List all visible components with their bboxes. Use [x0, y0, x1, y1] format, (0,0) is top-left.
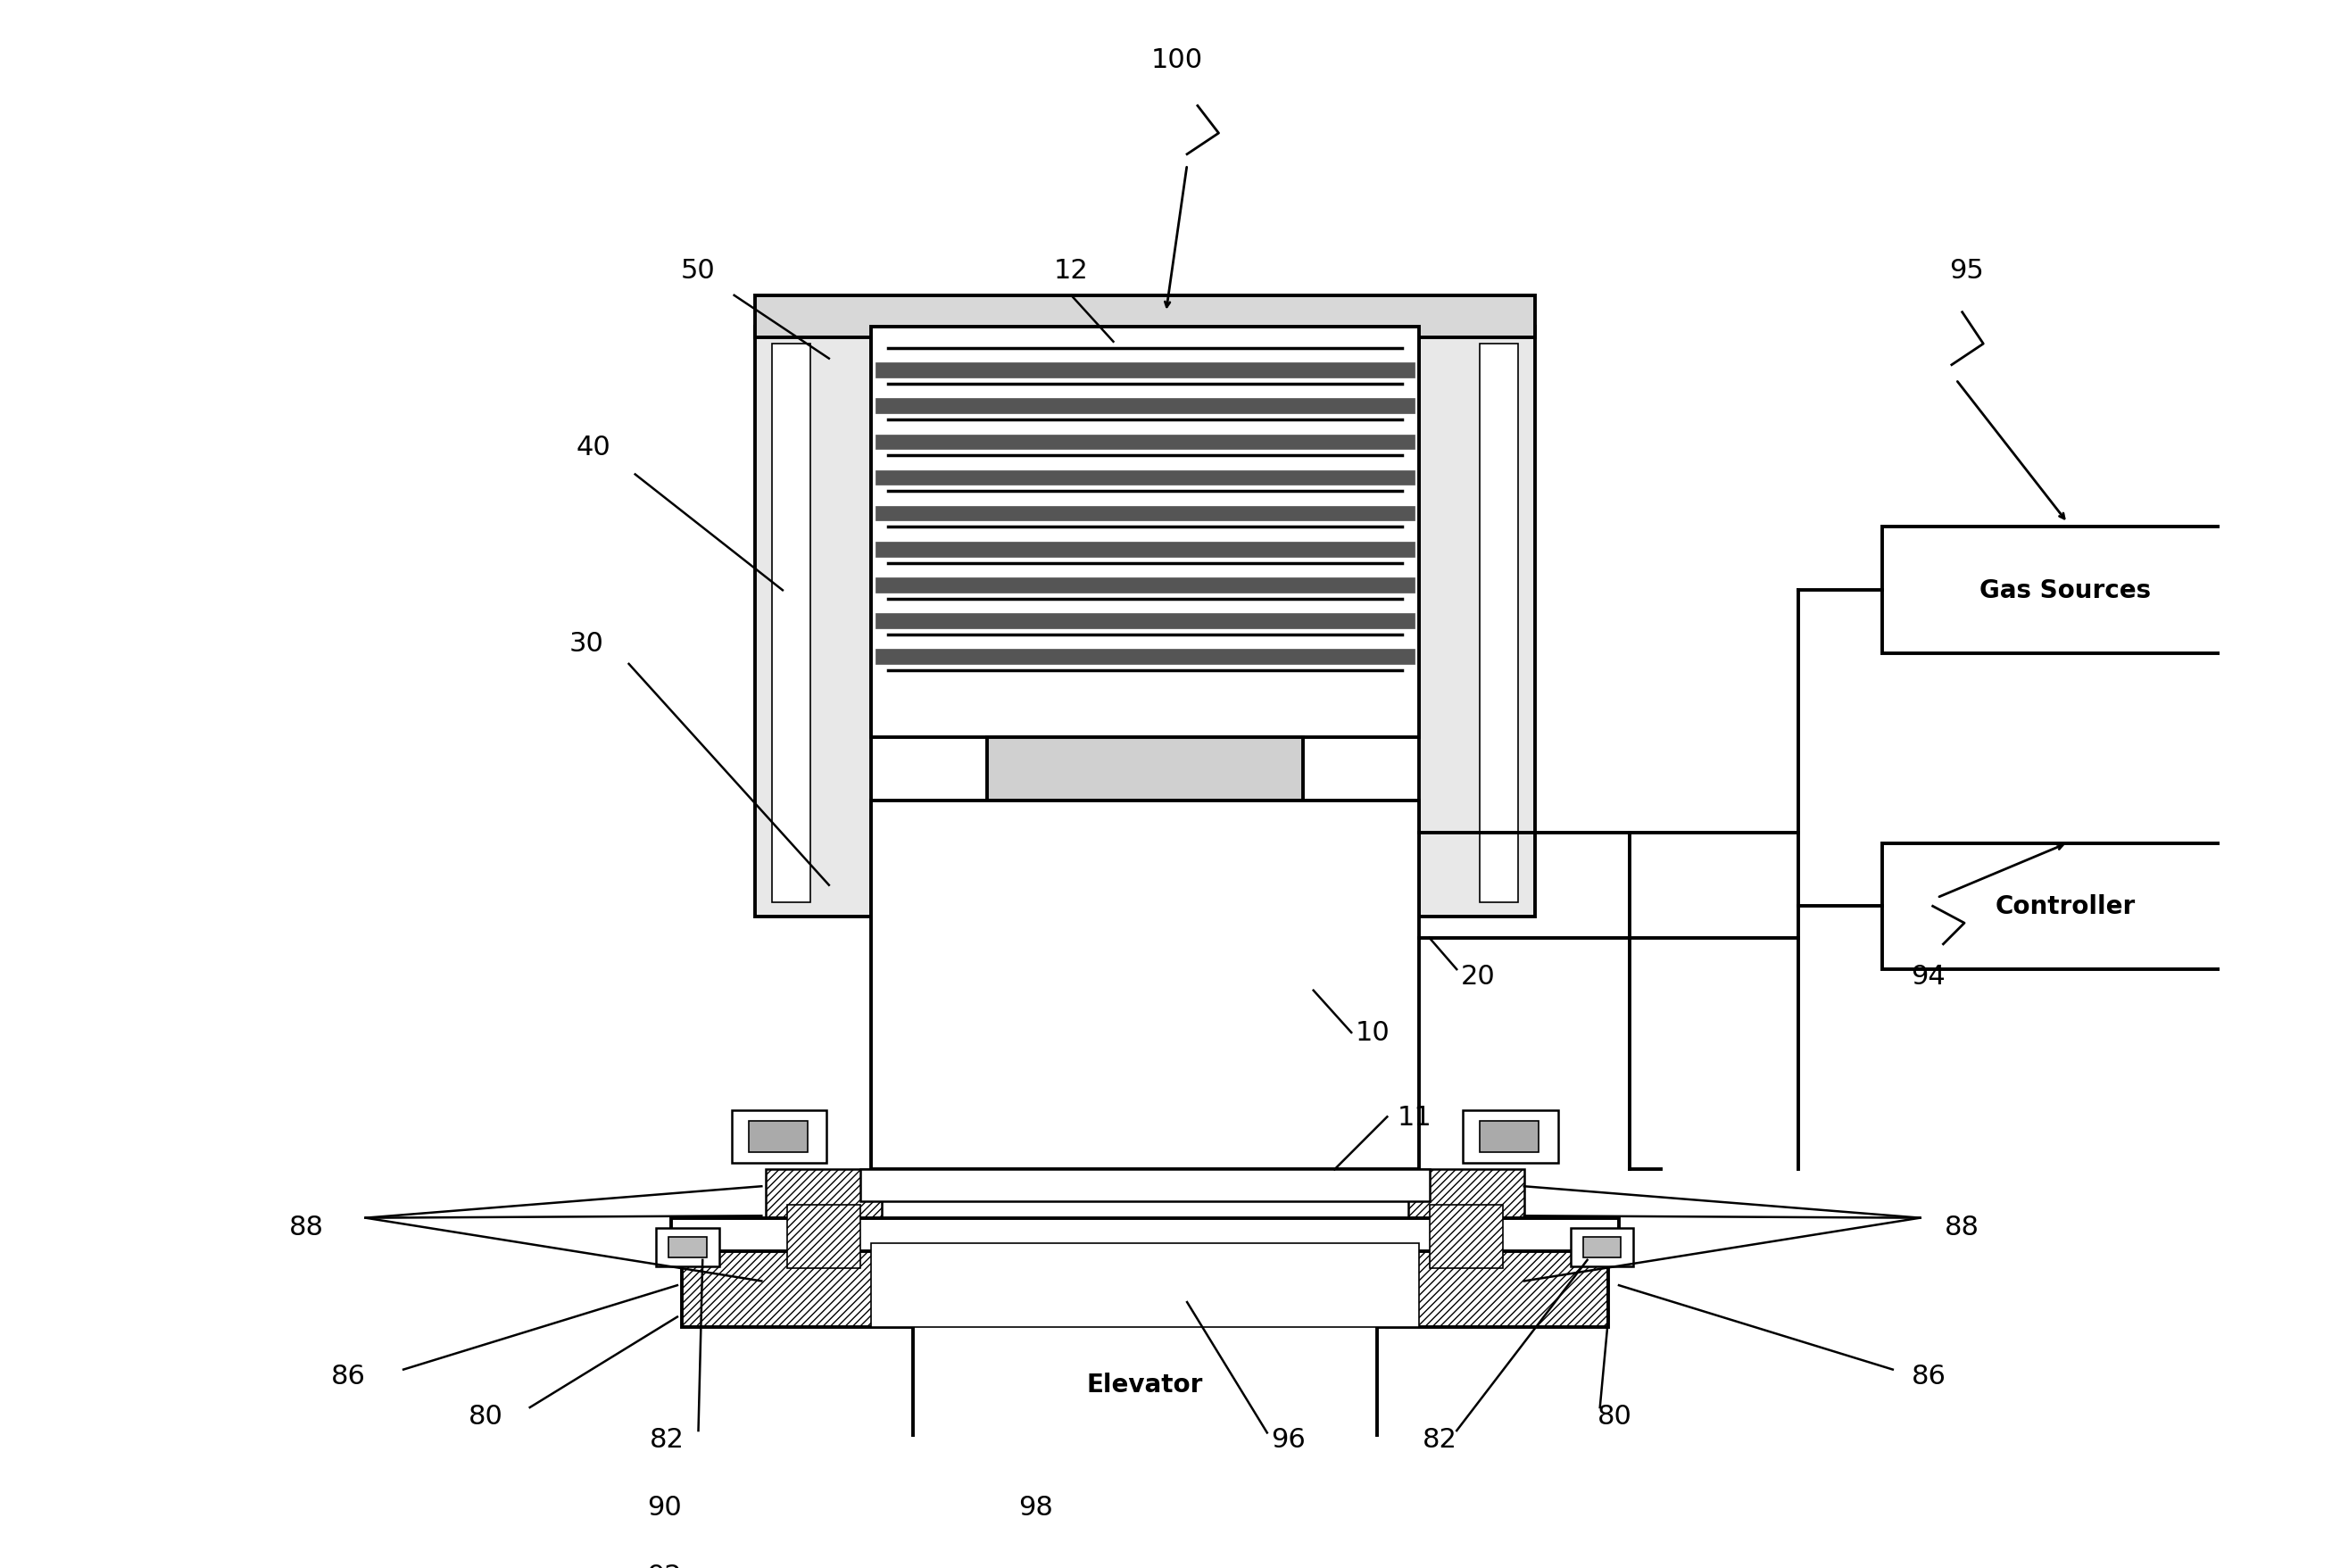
Text: Controller: Controller — [1996, 894, 2136, 919]
Text: 80: 80 — [1597, 1403, 1632, 1428]
Bar — [1108, 1496, 1182, 1568]
Text: 92: 92 — [648, 1563, 681, 1568]
Bar — [1430, 1206, 1504, 1269]
Text: 80: 80 — [469, 1403, 504, 1428]
Bar — [1070, 1275, 1220, 1312]
Bar — [874, 613, 1416, 629]
Bar — [765, 1170, 881, 1286]
Text: 82: 82 — [1423, 1427, 1458, 1452]
Bar — [874, 400, 1416, 414]
Bar — [756, 296, 1534, 339]
Bar — [756, 328, 872, 917]
Bar — [1882, 844, 2250, 969]
Text: 20: 20 — [1460, 963, 1495, 989]
Bar — [749, 1121, 807, 1152]
Bar — [874, 470, 1416, 486]
Text: 50: 50 — [681, 257, 716, 284]
Text: 40: 40 — [576, 434, 611, 461]
Bar — [872, 328, 1418, 739]
Text: 86: 86 — [331, 1363, 366, 1389]
Bar — [914, 1306, 1376, 1465]
Bar — [874, 649, 1416, 665]
Text: 88: 88 — [289, 1214, 324, 1239]
Text: 12: 12 — [1054, 257, 1089, 284]
Bar — [874, 434, 1416, 450]
Bar — [872, 801, 1418, 1170]
Bar — [872, 1243, 1418, 1328]
Bar — [861, 1170, 1430, 1201]
Bar — [1061, 1460, 1229, 1497]
Bar — [874, 579, 1416, 593]
Bar — [1481, 345, 1518, 902]
Bar — [1481, 1121, 1539, 1152]
Text: 10: 10 — [1355, 1019, 1390, 1046]
Text: 82: 82 — [648, 1427, 683, 1452]
Bar — [732, 1110, 828, 1163]
Bar — [1882, 527, 2250, 654]
Text: 98: 98 — [1019, 1494, 1052, 1519]
Bar — [772, 345, 809, 902]
Text: 94: 94 — [1912, 963, 1945, 989]
Text: 88: 88 — [1945, 1214, 1980, 1239]
Text: 96: 96 — [1271, 1427, 1306, 1452]
Text: 95: 95 — [1950, 257, 1985, 284]
Text: 11: 11 — [1397, 1104, 1432, 1131]
Bar — [669, 1237, 707, 1258]
Text: 30: 30 — [569, 630, 604, 657]
Text: 100: 100 — [1150, 47, 1203, 74]
Bar — [1569, 1229, 1635, 1267]
Bar — [986, 739, 1304, 801]
Bar — [1583, 1237, 1621, 1258]
Text: 90: 90 — [648, 1494, 681, 1519]
Bar — [1462, 1110, 1558, 1163]
Text: Gas Sources: Gas Sources — [1980, 579, 2150, 604]
Bar — [786, 1206, 861, 1269]
Bar — [874, 506, 1416, 521]
Bar — [1418, 328, 1534, 917]
Bar — [874, 364, 1416, 378]
Bar — [672, 1218, 1618, 1251]
Text: Elevator: Elevator — [1087, 1372, 1203, 1397]
Bar — [681, 1243, 1609, 1328]
Bar — [655, 1229, 721, 1267]
Bar — [874, 543, 1416, 557]
Text: 86: 86 — [1912, 1363, 1945, 1389]
Bar — [1409, 1170, 1525, 1286]
